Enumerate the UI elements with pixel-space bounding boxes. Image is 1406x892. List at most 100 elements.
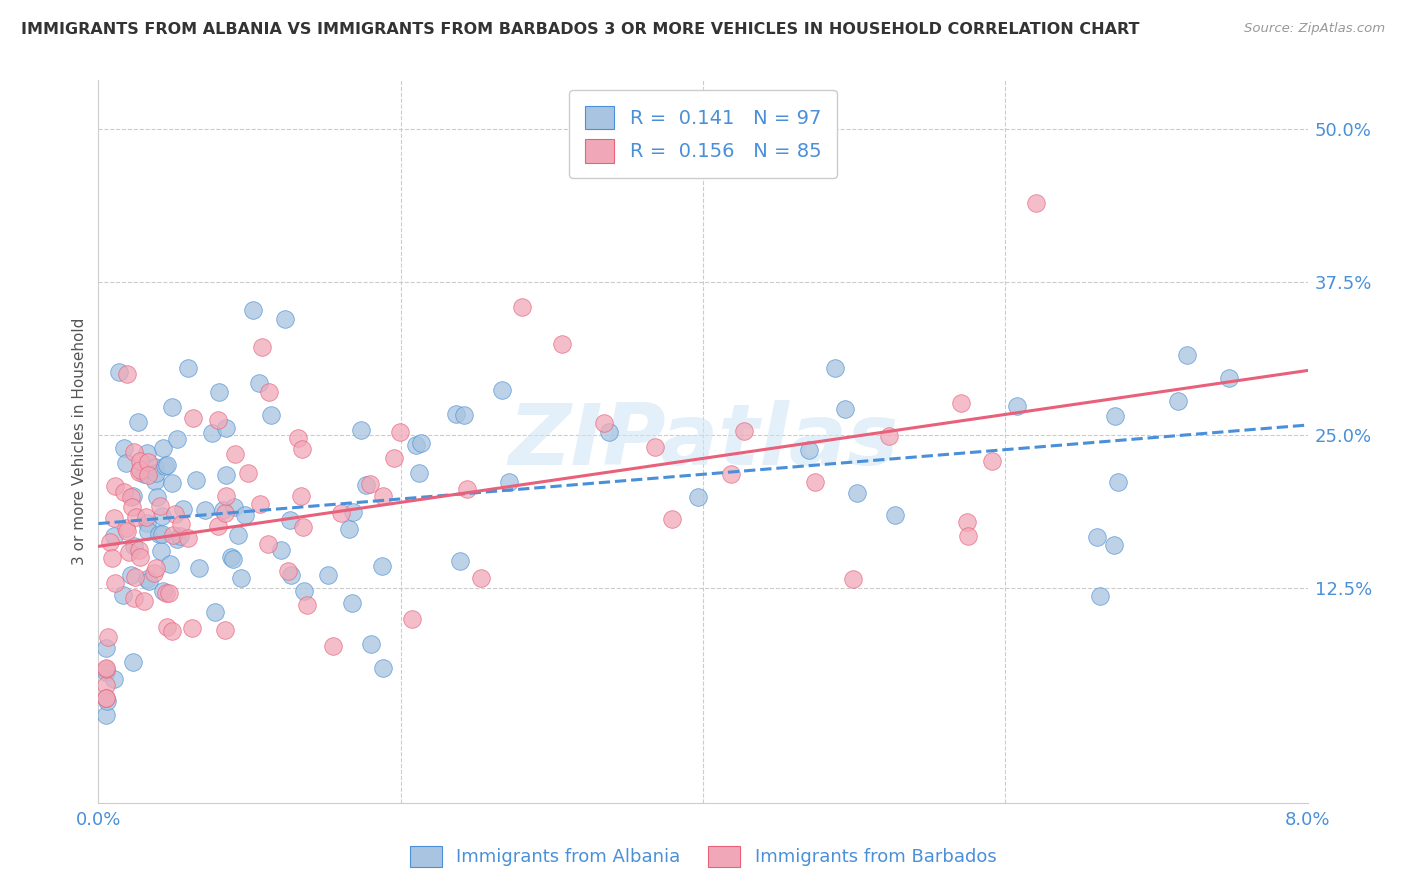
Point	[184, 473, 207, 487]
Point	[382, 451, 405, 466]
Point	[162, 527, 184, 541]
Point	[160, 476, 183, 491]
Point	[172, 502, 194, 516]
Point	[170, 517, 193, 532]
Point	[135, 446, 157, 460]
Point	[231, 571, 253, 585]
Point	[207, 518, 229, 533]
Point	[389, 425, 412, 440]
Point	[157, 586, 180, 600]
Point	[337, 522, 360, 536]
Point	[214, 420, 236, 434]
Point	[112, 485, 135, 500]
Point	[278, 513, 301, 527]
Point	[94, 662, 117, 676]
Point	[491, 383, 513, 397]
Point	[510, 300, 533, 314]
Point	[1107, 475, 1129, 489]
Point	[111, 588, 134, 602]
Point	[181, 621, 204, 635]
Point	[270, 542, 292, 557]
Point	[1218, 371, 1240, 385]
Point	[181, 411, 204, 425]
Point	[136, 572, 159, 586]
Point	[145, 561, 167, 575]
Point	[128, 542, 150, 557]
Point	[129, 463, 152, 477]
Point	[187, 561, 209, 575]
Legend: Immigrants from Albania, Immigrants from Barbados: Immigrants from Albania, Immigrants from…	[402, 838, 1004, 874]
Point	[824, 361, 846, 376]
Point	[104, 479, 127, 493]
Point	[329, 506, 352, 520]
Point	[208, 384, 231, 399]
Point	[134, 467, 156, 482]
Point	[124, 570, 146, 584]
Point	[371, 489, 394, 503]
Point	[152, 441, 174, 455]
Point	[411, 436, 433, 450]
Point	[112, 441, 135, 455]
Point	[370, 558, 392, 573]
Point	[224, 447, 246, 461]
Point	[957, 529, 980, 543]
Point	[138, 574, 160, 589]
Point	[257, 537, 280, 551]
Point	[150, 527, 173, 541]
Point	[280, 568, 302, 582]
Point	[498, 475, 520, 490]
Point	[720, 467, 742, 482]
Legend: R =  0.141   N = 97, R =  0.156   N = 85: R = 0.141 N = 97, R = 0.156 N = 85	[569, 90, 837, 178]
Point	[291, 442, 314, 456]
Point	[129, 550, 152, 565]
Point	[152, 583, 174, 598]
Point	[340, 596, 363, 610]
Point	[142, 566, 165, 580]
Point	[371, 661, 394, 675]
Point	[1102, 538, 1125, 552]
Point	[132, 593, 155, 607]
Point	[277, 564, 299, 578]
Point	[598, 425, 620, 439]
Point	[117, 524, 139, 538]
Point	[207, 413, 229, 427]
Point	[148, 526, 170, 541]
Point	[136, 455, 159, 469]
Point	[153, 459, 176, 474]
Point	[94, 678, 117, 692]
Point	[226, 528, 249, 542]
Point	[733, 425, 755, 439]
Point	[841, 572, 863, 586]
Point	[94, 690, 117, 705]
Point	[408, 466, 430, 480]
Point	[260, 409, 283, 423]
Point	[1088, 589, 1111, 603]
Point	[166, 433, 188, 447]
Point	[290, 489, 312, 503]
Point	[108, 365, 131, 379]
Point	[249, 497, 271, 511]
Point	[177, 361, 200, 376]
Point	[214, 506, 236, 520]
Point	[224, 500, 246, 515]
Point	[143, 474, 166, 488]
Point	[354, 478, 377, 492]
Point	[162, 624, 184, 639]
Point	[124, 591, 146, 606]
Point	[121, 500, 143, 514]
Point	[1085, 530, 1108, 544]
Point	[156, 458, 179, 473]
Point	[956, 515, 979, 529]
Point	[242, 302, 264, 317]
Point	[1025, 195, 1047, 210]
Point	[127, 416, 149, 430]
Point	[214, 623, 236, 637]
Point	[97, 630, 120, 644]
Point	[214, 490, 236, 504]
Point	[797, 443, 820, 458]
Point	[292, 519, 315, 533]
Point	[104, 576, 127, 591]
Point	[115, 368, 138, 382]
Point	[121, 489, 143, 503]
Point	[128, 465, 150, 479]
